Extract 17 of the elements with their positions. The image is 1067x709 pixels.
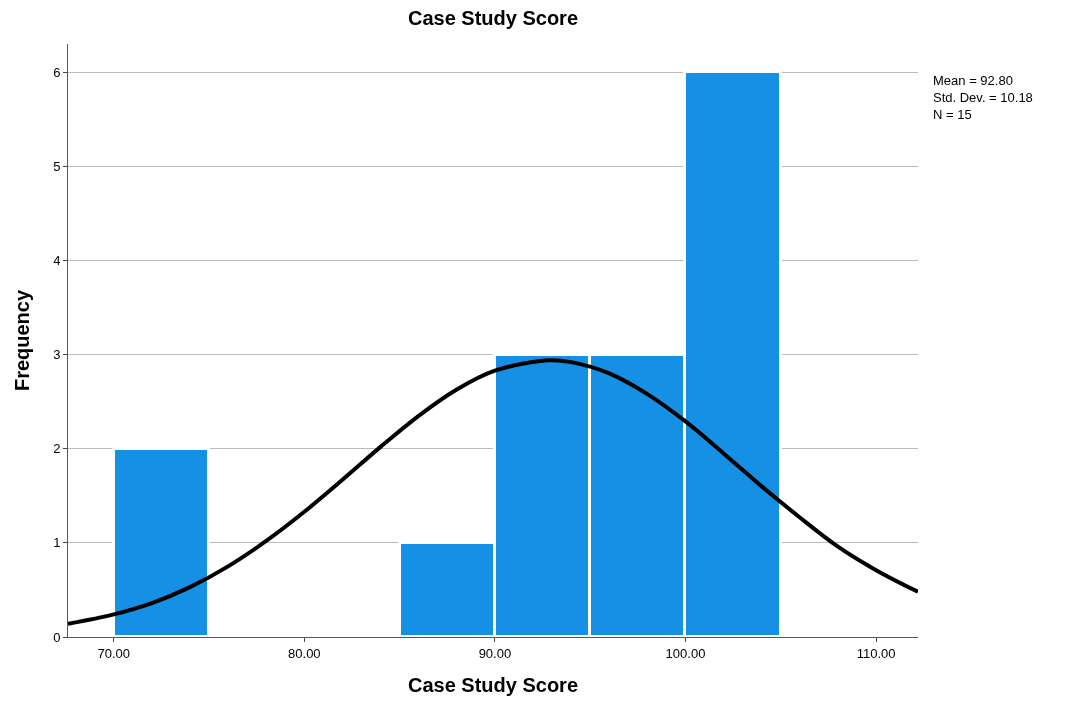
text: Mean = 92.80 Std. Dev. = 10.18 N = 15 [933, 73, 1033, 122]
x-tick-label: 90.00 [478, 645, 512, 661]
y-tick-label: 3 [53, 347, 61, 363]
x-tick-label: 80.00 [288, 645, 321, 661]
chart-title: Case Study Score [407, 6, 579, 29]
y-tick-label: 0 [53, 629, 61, 645]
x-tick-label: 100.00 [665, 645, 706, 661]
line-series [68, 358, 918, 626]
x-tick-label: 110.00 [856, 645, 896, 661]
y-tick-label: 6 [53, 64, 61, 80]
y-tick-label: 5 [53, 158, 61, 174]
x-axis-title: Case Study Score [407, 674, 579, 697]
y-tick-label: 4 [53, 253, 61, 269]
y-axis-title: Frequency [10, 289, 33, 392]
x-tick-label: 70.00 [97, 645, 131, 661]
y-tick-label: 1 [53, 535, 61, 551]
y-tick-label: 2 [53, 441, 61, 457]
